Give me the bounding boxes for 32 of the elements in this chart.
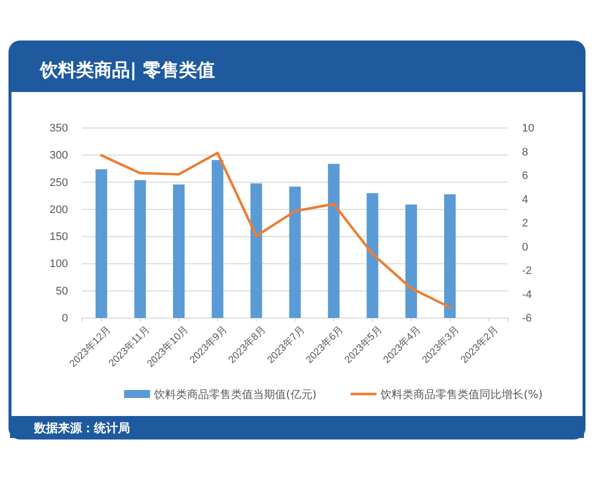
bar <box>366 193 378 318</box>
y2-tick-label: -6 <box>522 312 532 325</box>
y2-tick-label: -2 <box>522 265 532 278</box>
y2-tick-label: 8 <box>522 146 528 158</box>
y-tick-label: 200 <box>50 204 68 216</box>
y-tick-label: 350 <box>50 122 68 135</box>
bar <box>212 160 224 318</box>
bar <box>173 184 185 318</box>
y-tick-label: 300 <box>50 150 68 162</box>
legend-label: 饮料类商品零售类值当期值(亿元) <box>153 388 317 401</box>
bar <box>134 180 146 318</box>
y-tick-label: 150 <box>50 231 68 244</box>
bar <box>96 169 108 318</box>
bar <box>405 204 417 318</box>
bar <box>328 164 340 318</box>
y2-tick-label: 10 <box>522 122 534 135</box>
bar <box>444 194 456 318</box>
chart-title: 饮料类商品| 零售类值 <box>39 60 215 81</box>
y-tick-label: 250 <box>50 176 68 189</box>
y-tick-label: 100 <box>50 258 68 270</box>
y2-tick-label: 0 <box>522 241 528 254</box>
y2-tick-label: -4 <box>522 288 532 301</box>
line-series <box>100 152 452 309</box>
y2-tick-label: 4 <box>522 194 528 206</box>
y-tick-label: 0 <box>62 312 68 325</box>
y-tick-label: 50 <box>56 285 68 298</box>
bar <box>289 186 301 318</box>
y2-tick-label: 2 <box>522 218 528 230</box>
source-note: 数据来源：统计局 <box>33 421 130 435</box>
bar <box>250 183 262 318</box>
y2-tick-label: 6 <box>522 170 528 182</box>
legend-label: 饮料类商品零售类值同比增长(%) <box>380 388 543 401</box>
